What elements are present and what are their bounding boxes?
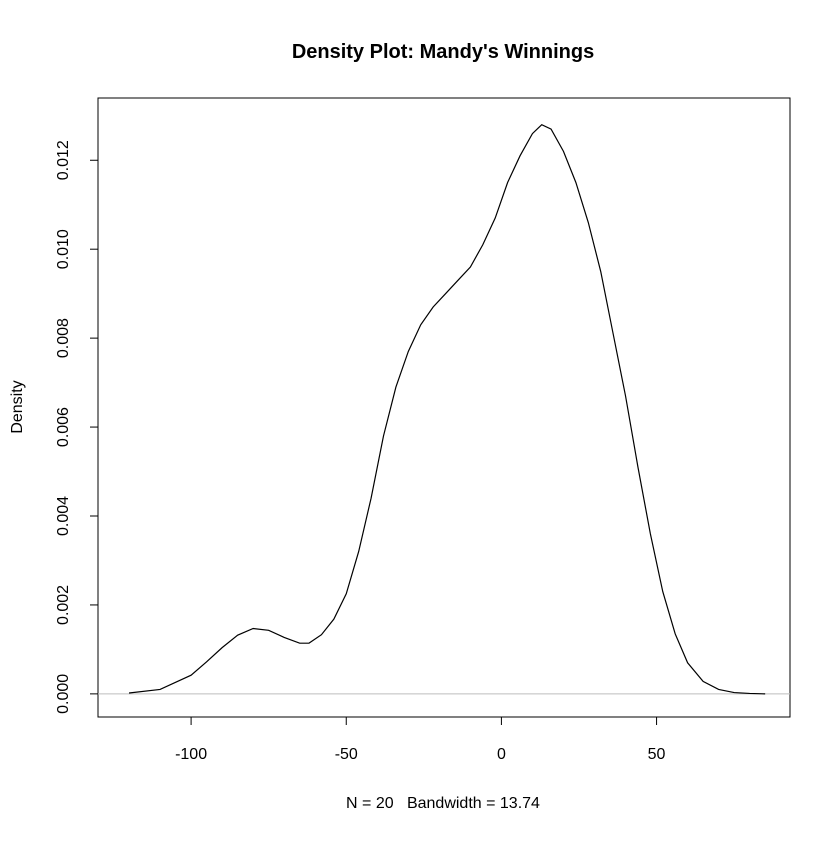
- x-tick-label: 0: [497, 746, 506, 763]
- x-axis: -100 -50 0 50: [175, 716, 666, 763]
- y-tick-label: 0.010: [55, 229, 72, 269]
- y-axis: 0.000 0.002 0.004 0.006 0.008 0.010 0.012: [55, 140, 99, 714]
- y-axis-label: Density: [9, 380, 26, 433]
- x-axis-label: N = 20 Bandwidth = 13.74: [346, 795, 540, 812]
- y-tick-label: 0.004: [55, 496, 72, 536]
- plot-frame: [97, 97, 791, 718]
- y-tick-label: 0.000: [55, 674, 72, 714]
- y-tick-label: 0.008: [55, 318, 72, 358]
- y-tick-label: 0.002: [55, 585, 72, 625]
- x-tick-label: -50: [335, 746, 358, 763]
- density-curve: [128, 123, 766, 695]
- y-tick-label: 0.006: [55, 407, 72, 447]
- x-tick-label: 50: [648, 746, 666, 763]
- chart-title: Density Plot: Mandy's Winnings: [292, 41, 594, 63]
- y-tick-label: 0.012: [55, 140, 72, 180]
- x-tick-label: -100: [175, 746, 207, 763]
